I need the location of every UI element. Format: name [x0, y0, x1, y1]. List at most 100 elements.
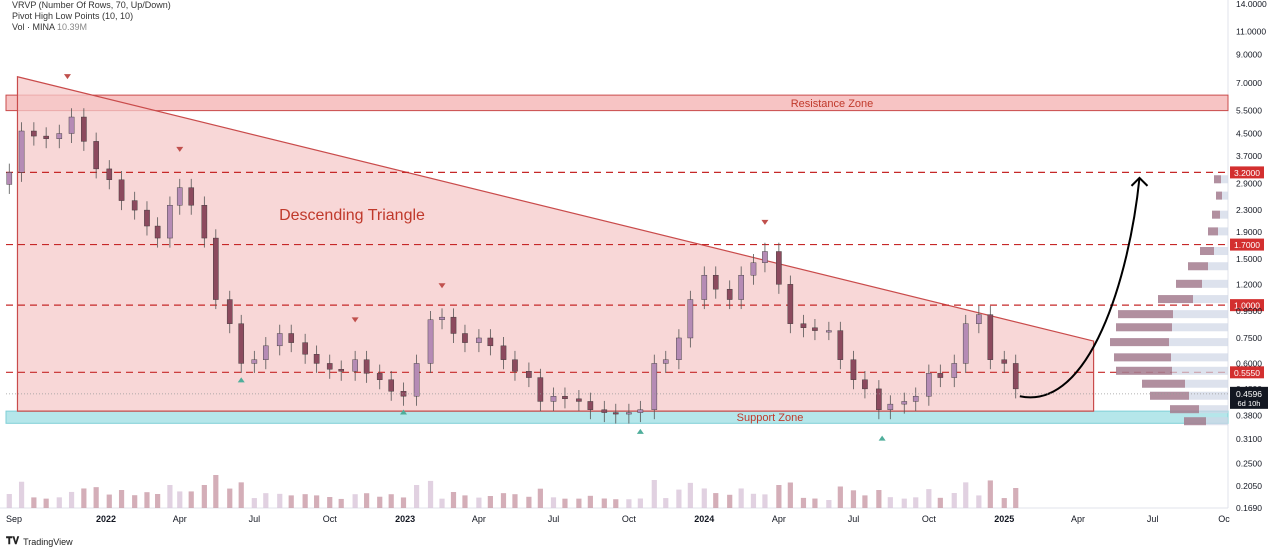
volume-bar: [800, 497, 807, 508]
time-tick-label: 2023: [395, 514, 415, 524]
candle-body: [812, 327, 818, 331]
volume-bar: [338, 498, 344, 508]
volume-bar: [31, 497, 37, 508]
volume-bar: [862, 495, 868, 508]
volume-bar: [576, 498, 582, 508]
volume-bar: [177, 491, 183, 508]
candle-body: [43, 135, 49, 139]
candle-body: [612, 412, 619, 415]
projection-arrow: [1019, 177, 1141, 399]
volume-bar: [144, 492, 150, 508]
volume-bar: [238, 482, 244, 508]
time-tick-label: Apr: [1071, 514, 1085, 524]
volume-profile-bar-down: [1142, 379, 1185, 388]
candle-body: [118, 179, 125, 201]
pivot-high-marker: [351, 317, 359, 323]
volume-bar: [951, 493, 957, 508]
pivot-high-marker: [63, 74, 71, 80]
time-tick-label: Jul: [1147, 514, 1159, 524]
volume-bar: [167, 485, 173, 508]
candle-body: [750, 262, 757, 276]
candle-body: [676, 337, 682, 360]
time-tick-label: Jul: [249, 514, 261, 524]
volume-bar: [352, 494, 358, 508]
candle-body: [912, 396, 919, 402]
candle-body: [276, 333, 283, 347]
volume-bar: [701, 488, 707, 508]
candle-body: [726, 288, 733, 300]
candle-body: [500, 345, 507, 360]
price-tick-label: 0.1690: [1236, 503, 1262, 513]
volume-bar: [302, 494, 308, 508]
volume-profile-bar-down: [1114, 353, 1171, 362]
volume-bar: [201, 485, 207, 508]
pivot-low-marker: [636, 428, 644, 434]
volume-profile-bar-down: [1208, 227, 1218, 236]
level-label-bg: [1230, 238, 1264, 251]
candle-body: [68, 116, 75, 134]
price-tick-label: 9.0000: [1236, 49, 1262, 59]
candle-body: [937, 373, 944, 378]
candle-body: [476, 337, 482, 343]
time-tick-label: 2022: [96, 514, 116, 524]
legend-pivots[interactable]: Pivot High Low Points (10, 10): [12, 11, 134, 21]
projection-arrowhead: [1130, 176, 1149, 187]
volume-profile-bar-down: [1158, 295, 1193, 304]
volume-profile-bar-down: [1214, 175, 1221, 184]
volume-bar: [56, 497, 62, 508]
time-tick-label: Apr: [472, 514, 486, 524]
level-label-bg: [1230, 299, 1264, 312]
volume-bar: [550, 497, 557, 508]
candle-body: [587, 401, 594, 410]
candle-body: [762, 251, 768, 263]
candle-body: [167, 205, 173, 239]
chart-legend: VRVP (Number Of Rows, 70, Up/Down) Pivot…: [12, 0, 171, 33]
price-tick-label: 2.3000: [1236, 205, 1262, 215]
legend-volume-value: 10.39M: [57, 22, 88, 32]
price-tick-label: 0.2050: [1236, 481, 1262, 491]
volume-bar: [388, 494, 394, 508]
candle-body: [800, 323, 807, 328]
candle-body: [962, 323, 969, 364]
price-tick-label: 1.2000: [1236, 279, 1262, 289]
candle-body: [738, 274, 744, 300]
price-tick-label: 2.9000: [1236, 179, 1262, 189]
pivot-high-marker: [761, 219, 769, 225]
candle-body: [626, 412, 632, 415]
level-label: 3.2000: [1234, 168, 1260, 178]
time-tick-label: Oct: [922, 514, 937, 524]
volume-bar: [937, 497, 943, 508]
volume-bar: [263, 493, 269, 508]
time-tick-label: Apr: [173, 514, 187, 524]
candle-body: [238, 323, 245, 364]
candle-body: [352, 359, 358, 372]
level-label: 1.7000: [1234, 240, 1260, 250]
candle-body: [776, 251, 782, 285]
volume-bar: [43, 498, 49, 508]
level-label-bg: [1230, 166, 1264, 179]
legend-volume[interactable]: Vol · MINA 10.39M: [12, 22, 171, 33]
candle-body: [450, 316, 457, 334]
candle-body: [926, 373, 932, 397]
volume-bar: [377, 496, 383, 508]
level-label: 0.5550: [1234, 368, 1260, 378]
volume-bar: [400, 497, 407, 508]
candle-body: [876, 388, 882, 410]
price-tick-label: 0.3100: [1236, 434, 1262, 444]
time-tick-label: Jul: [848, 514, 860, 524]
pivot-high-marker: [438, 283, 446, 289]
candle-body: [712, 274, 719, 290]
volume-bar: [987, 480, 993, 508]
candle-body: [427, 319, 434, 364]
volume-bar: [837, 486, 843, 508]
time-tick-label: Oct: [622, 514, 637, 524]
volume-bar: [93, 487, 99, 508]
brand-name[interactable]: TradingView: [23, 536, 73, 547]
candle-body: [400, 391, 407, 397]
price-tick-label: 0.2500: [1236, 458, 1262, 468]
price-tick-label: 14.0000: [1236, 0, 1267, 9]
candle-body: [31, 130, 37, 137]
legend-vrvp[interactable]: VRVP (Number Of Rows, 70, Up/Down): [12, 0, 171, 10]
volume-bar: [976, 495, 982, 508]
